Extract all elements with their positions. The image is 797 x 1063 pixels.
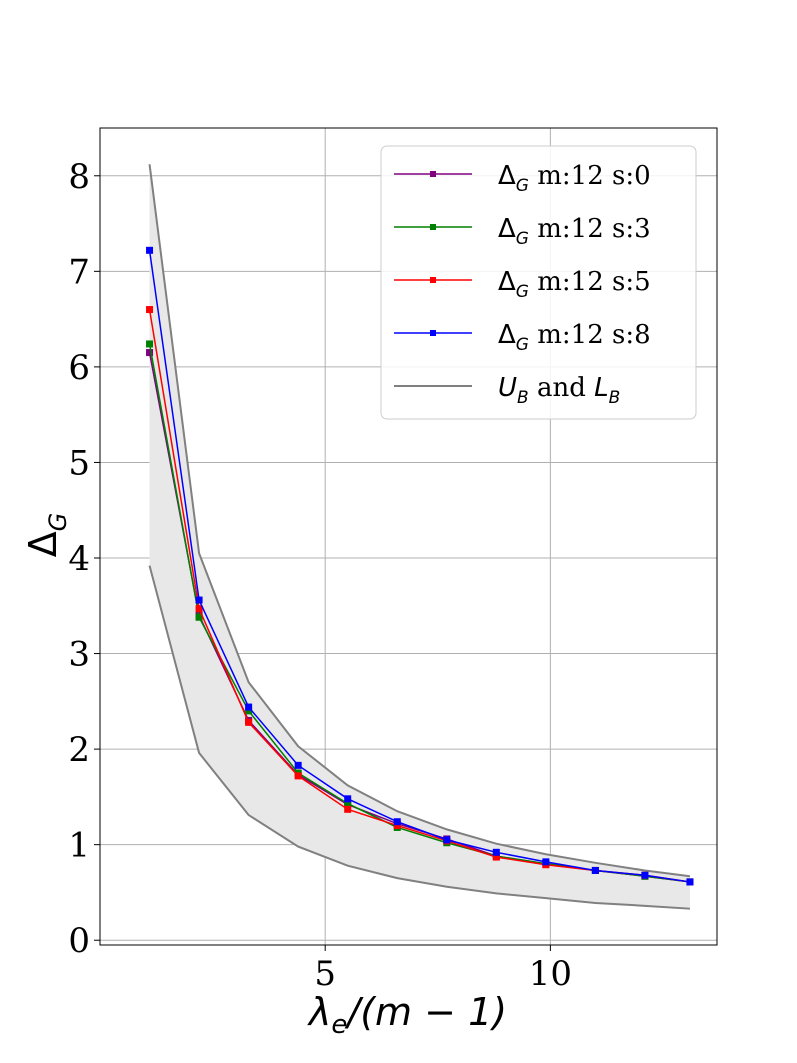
legend-marker [430,171,436,177]
data-point [146,340,154,348]
data-point [443,836,451,844]
y-tick-label: 0 [68,921,90,961]
legend-marker [430,277,436,283]
data-point [542,858,550,866]
y-axis-label: ΔG [21,513,72,558]
data-point [146,306,154,314]
x-tick-label: 5 [314,954,336,994]
series-3 [146,246,694,886]
legend-item: ΔG m:12 s:5 [394,267,651,302]
x-tick-label: 10 [529,954,572,994]
data-point [195,596,203,604]
y-tick-label: 8 [68,157,90,197]
series-line [148,343,691,883]
legend: ΔG m:12 s:0 ΔG m:12 s:3 ΔG m:12 s:5 ΔG m:12… [380,145,697,420]
data-point [146,246,154,254]
lower-bound-line [148,565,691,910]
y-tick-label: 2 [68,730,90,770]
axis-ticks: 0 1 2 3 4 5 6 7 8 5 10 [68,157,572,994]
data-point [344,795,352,803]
bounds-lines [148,164,691,910]
data-point [492,848,500,856]
data-point [146,349,154,357]
series-0 [146,349,694,886]
y-tick-label: 5 [68,443,90,483]
data-point [344,800,352,808]
legend-marker [430,330,436,336]
legend-marker [430,224,436,230]
data-point [195,613,203,621]
data-point [245,707,253,715]
data-point [245,703,253,711]
data-point [393,818,401,826]
series-lines [146,246,694,886]
legend-label: ΔG m:12 s:0 [498,161,651,196]
data-point [492,853,500,861]
legend-item: ΔG m:12 s:8 [394,320,651,355]
y-tick-label: 4 [68,539,90,579]
data-point [641,871,649,879]
legend-label: UB and LB [498,373,620,408]
legend-item: ΔG m:12 s:0 [394,161,651,196]
legend-label: ΔG m:12 s:8 [498,320,651,355]
legend-item: ΔG m:12 s:3 [394,214,651,249]
legend-label: ΔG m:12 s:3 [498,214,651,249]
legend-box [380,145,697,420]
data-point [591,866,599,874]
data-point [344,805,352,813]
data-point [195,605,203,613]
data-point [245,718,253,726]
legend-label: ΔG m:12 s:5 [498,267,651,302]
series-1 [146,340,694,886]
data-point [686,878,694,886]
series-line [148,352,691,883]
plot-frame [99,127,718,946]
data-point [294,772,302,780]
upper-bound-line [148,164,691,878]
data-point [294,761,302,769]
series-line [148,250,691,883]
y-tick-label: 1 [68,826,90,866]
x-axis-label: λe/(m − 1) [307,990,507,1040]
y-tick-label: 3 [68,635,90,675]
legend-item-bounds: UB and LB [394,373,620,408]
data-point [393,822,401,830]
y-tick-label: 7 [68,252,90,292]
y-tick-label: 6 [68,348,90,388]
